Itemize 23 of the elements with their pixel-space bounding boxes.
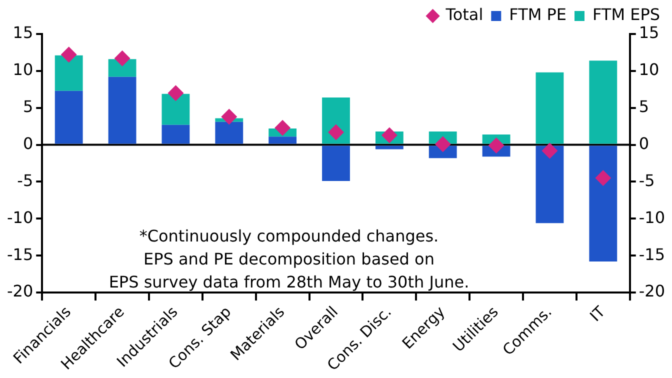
y2-tick-label: 0 xyxy=(638,134,650,153)
y-tick-label: 15 xyxy=(12,23,34,42)
y2-tick-label: -20 xyxy=(638,282,666,301)
legend-label: Total xyxy=(444,5,484,24)
x-tick-label: IT xyxy=(586,302,610,326)
y2-tick-label: 10 xyxy=(638,60,660,80)
y-tick-label: 10 xyxy=(12,60,34,80)
y2-tick-label: -5 xyxy=(638,170,655,190)
y-tick-label: -10 xyxy=(6,208,34,227)
y-tick-label: -15 xyxy=(6,244,34,264)
y-tick-label: -5 xyxy=(17,170,34,190)
y2-tick-label: -15 xyxy=(638,244,666,264)
y2-tick-label: -10 xyxy=(638,208,666,227)
annotation: *Continuously compounded changes. xyxy=(139,226,439,246)
y2-tick-label: 5 xyxy=(638,97,650,116)
legend-label: FTM PE xyxy=(509,5,566,24)
y-tick-label: -20 xyxy=(6,282,34,301)
y-tick-label: 5 xyxy=(22,97,34,116)
y-tick-label: 0 xyxy=(22,134,34,153)
y2-tick-label: 15 xyxy=(638,23,660,42)
annotation: EPS and PE decomposition based on xyxy=(143,249,434,268)
annotation: EPS survey data from 28th May to 30th June. xyxy=(108,272,470,292)
legend-label: FTM EPS xyxy=(592,5,660,24)
